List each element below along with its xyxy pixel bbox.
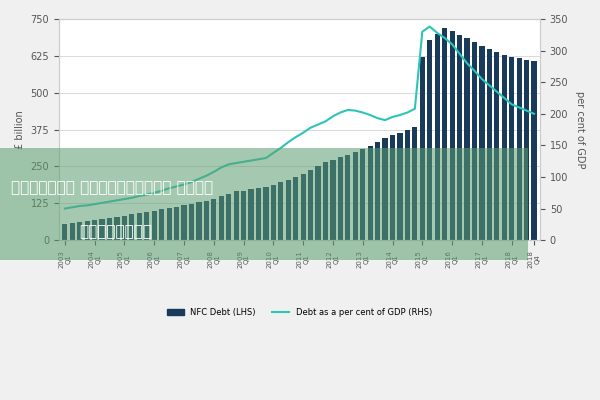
Bar — [107, 218, 112, 240]
Bar — [129, 214, 134, 240]
Text: 分析北京降雨情况: 分析北京降雨情况 — [79, 224, 152, 240]
Bar — [233, 192, 239, 240]
Bar — [532, 61, 536, 240]
Bar — [70, 223, 75, 240]
Bar — [241, 190, 246, 240]
Bar — [382, 138, 388, 240]
Bar — [218, 196, 224, 240]
Bar — [368, 146, 373, 240]
Bar — [487, 49, 492, 240]
Bar — [263, 187, 269, 240]
Bar — [122, 216, 127, 240]
Bar — [248, 190, 254, 240]
Bar — [189, 204, 194, 240]
Y-axis label: per cent of GDP: per cent of GDP — [575, 91, 585, 168]
Bar — [85, 221, 90, 240]
Bar — [517, 58, 522, 240]
Bar — [293, 177, 298, 240]
Bar — [92, 220, 97, 240]
Bar — [338, 157, 343, 240]
Bar — [457, 35, 462, 240]
Bar — [181, 205, 187, 240]
Y-axis label: £ billion: £ billion — [15, 110, 25, 149]
Bar — [427, 40, 433, 240]
Bar — [472, 42, 477, 240]
Bar — [256, 188, 261, 240]
Bar — [442, 28, 447, 240]
Bar — [331, 160, 335, 240]
Bar — [152, 211, 157, 240]
Bar — [100, 219, 105, 240]
Bar — [174, 207, 179, 240]
Bar — [226, 194, 232, 240]
Bar — [286, 180, 291, 240]
Bar — [323, 162, 328, 240]
Bar — [137, 213, 142, 240]
Bar — [77, 222, 82, 240]
Bar — [144, 212, 149, 240]
Bar — [524, 60, 529, 240]
Bar — [211, 199, 217, 240]
Bar — [204, 201, 209, 240]
Bar — [278, 182, 283, 240]
Bar — [167, 208, 172, 240]
Bar — [62, 224, 67, 240]
Bar — [196, 202, 202, 240]
Bar — [502, 55, 507, 240]
Bar — [375, 142, 380, 240]
Text: 网上配资靠谱吗 大雨、暴雨、大暴雨！ 科普博主: 网上配资靠谱吗 大雨、暴雨、大暴雨！ 科普博主 — [11, 180, 212, 195]
Bar — [316, 166, 320, 240]
Bar — [464, 38, 470, 240]
Bar — [449, 31, 455, 240]
Bar — [509, 57, 514, 240]
Bar — [390, 136, 395, 240]
Bar — [412, 127, 418, 240]
Bar — [115, 217, 119, 240]
Bar — [420, 57, 425, 240]
Bar — [353, 152, 358, 240]
Bar — [345, 155, 350, 240]
Bar — [308, 170, 313, 240]
Bar — [494, 52, 499, 240]
Bar — [301, 174, 306, 240]
Bar — [405, 130, 410, 240]
Bar — [434, 34, 440, 240]
Bar — [271, 185, 276, 240]
Bar — [479, 46, 485, 240]
Legend: NFC Debt (LHS), Debt as a per cent of GDP (RHS): NFC Debt (LHS), Debt as a per cent of GD… — [164, 304, 436, 320]
Bar — [159, 209, 164, 240]
Bar — [397, 132, 403, 240]
Bar — [360, 149, 365, 240]
